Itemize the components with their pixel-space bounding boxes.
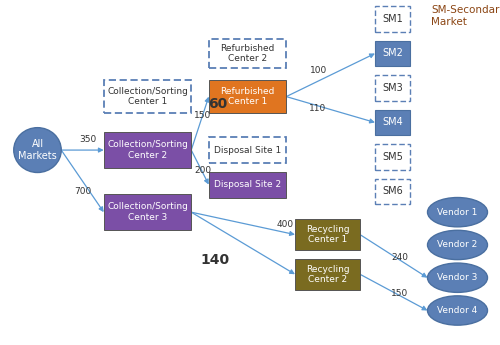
Text: 60: 60: [208, 97, 227, 110]
FancyBboxPatch shape: [375, 6, 410, 32]
FancyBboxPatch shape: [375, 144, 410, 170]
Text: SM1: SM1: [382, 14, 403, 24]
Ellipse shape: [14, 128, 61, 172]
Text: SM6: SM6: [382, 187, 403, 196]
Ellipse shape: [428, 230, 488, 260]
FancyBboxPatch shape: [295, 259, 360, 290]
Text: All
Markets: All Markets: [18, 139, 57, 161]
Text: 110: 110: [309, 104, 326, 113]
Text: Vendor 3: Vendor 3: [438, 273, 478, 282]
FancyBboxPatch shape: [375, 75, 410, 101]
Text: Refurbished
Center 2: Refurbished Center 2: [220, 44, 274, 63]
FancyBboxPatch shape: [209, 39, 286, 68]
Text: 240: 240: [392, 253, 408, 262]
FancyBboxPatch shape: [104, 194, 191, 230]
Text: Refurbished
Center 1: Refurbished Center 1: [220, 87, 274, 106]
FancyBboxPatch shape: [209, 80, 286, 113]
Text: 150: 150: [392, 289, 408, 298]
Text: 700: 700: [74, 187, 91, 196]
Text: Collection/Sorting
Center 1: Collection/Sorting Center 1: [107, 87, 188, 106]
Text: Recycling
Center 2: Recycling Center 2: [306, 265, 350, 284]
Text: Disposal Site 1: Disposal Site 1: [214, 146, 281, 155]
Text: Vendor 1: Vendor 1: [438, 208, 478, 217]
FancyBboxPatch shape: [375, 41, 410, 66]
Ellipse shape: [428, 197, 488, 227]
FancyBboxPatch shape: [375, 179, 410, 204]
Text: Vendor 4: Vendor 4: [438, 306, 478, 315]
Text: SM3: SM3: [382, 83, 403, 93]
Text: SM2: SM2: [382, 49, 403, 58]
Text: 400: 400: [276, 220, 293, 229]
Text: Collection/Sorting
Center 3: Collection/Sorting Center 3: [107, 203, 188, 222]
Text: 150: 150: [194, 111, 211, 120]
Text: 140: 140: [200, 254, 230, 267]
FancyBboxPatch shape: [295, 219, 360, 250]
Text: 350: 350: [79, 135, 96, 144]
Text: Recycling
Center 1: Recycling Center 1: [306, 225, 350, 244]
Text: Disposal Site 2: Disposal Site 2: [214, 180, 281, 189]
Text: 200: 200: [194, 166, 211, 175]
FancyBboxPatch shape: [375, 110, 410, 135]
Text: SM-Secondary
Market: SM-Secondary Market: [431, 5, 500, 27]
Text: SM4: SM4: [382, 118, 403, 127]
FancyBboxPatch shape: [104, 80, 191, 113]
FancyBboxPatch shape: [209, 171, 286, 197]
FancyBboxPatch shape: [104, 132, 191, 168]
Ellipse shape: [428, 263, 488, 292]
Text: Vendor 2: Vendor 2: [438, 240, 478, 249]
Text: Collection/Sorting
Center 2: Collection/Sorting Center 2: [107, 140, 188, 160]
FancyBboxPatch shape: [209, 137, 286, 163]
Text: 100: 100: [310, 66, 328, 75]
Ellipse shape: [428, 296, 488, 325]
Text: SM5: SM5: [382, 152, 403, 162]
